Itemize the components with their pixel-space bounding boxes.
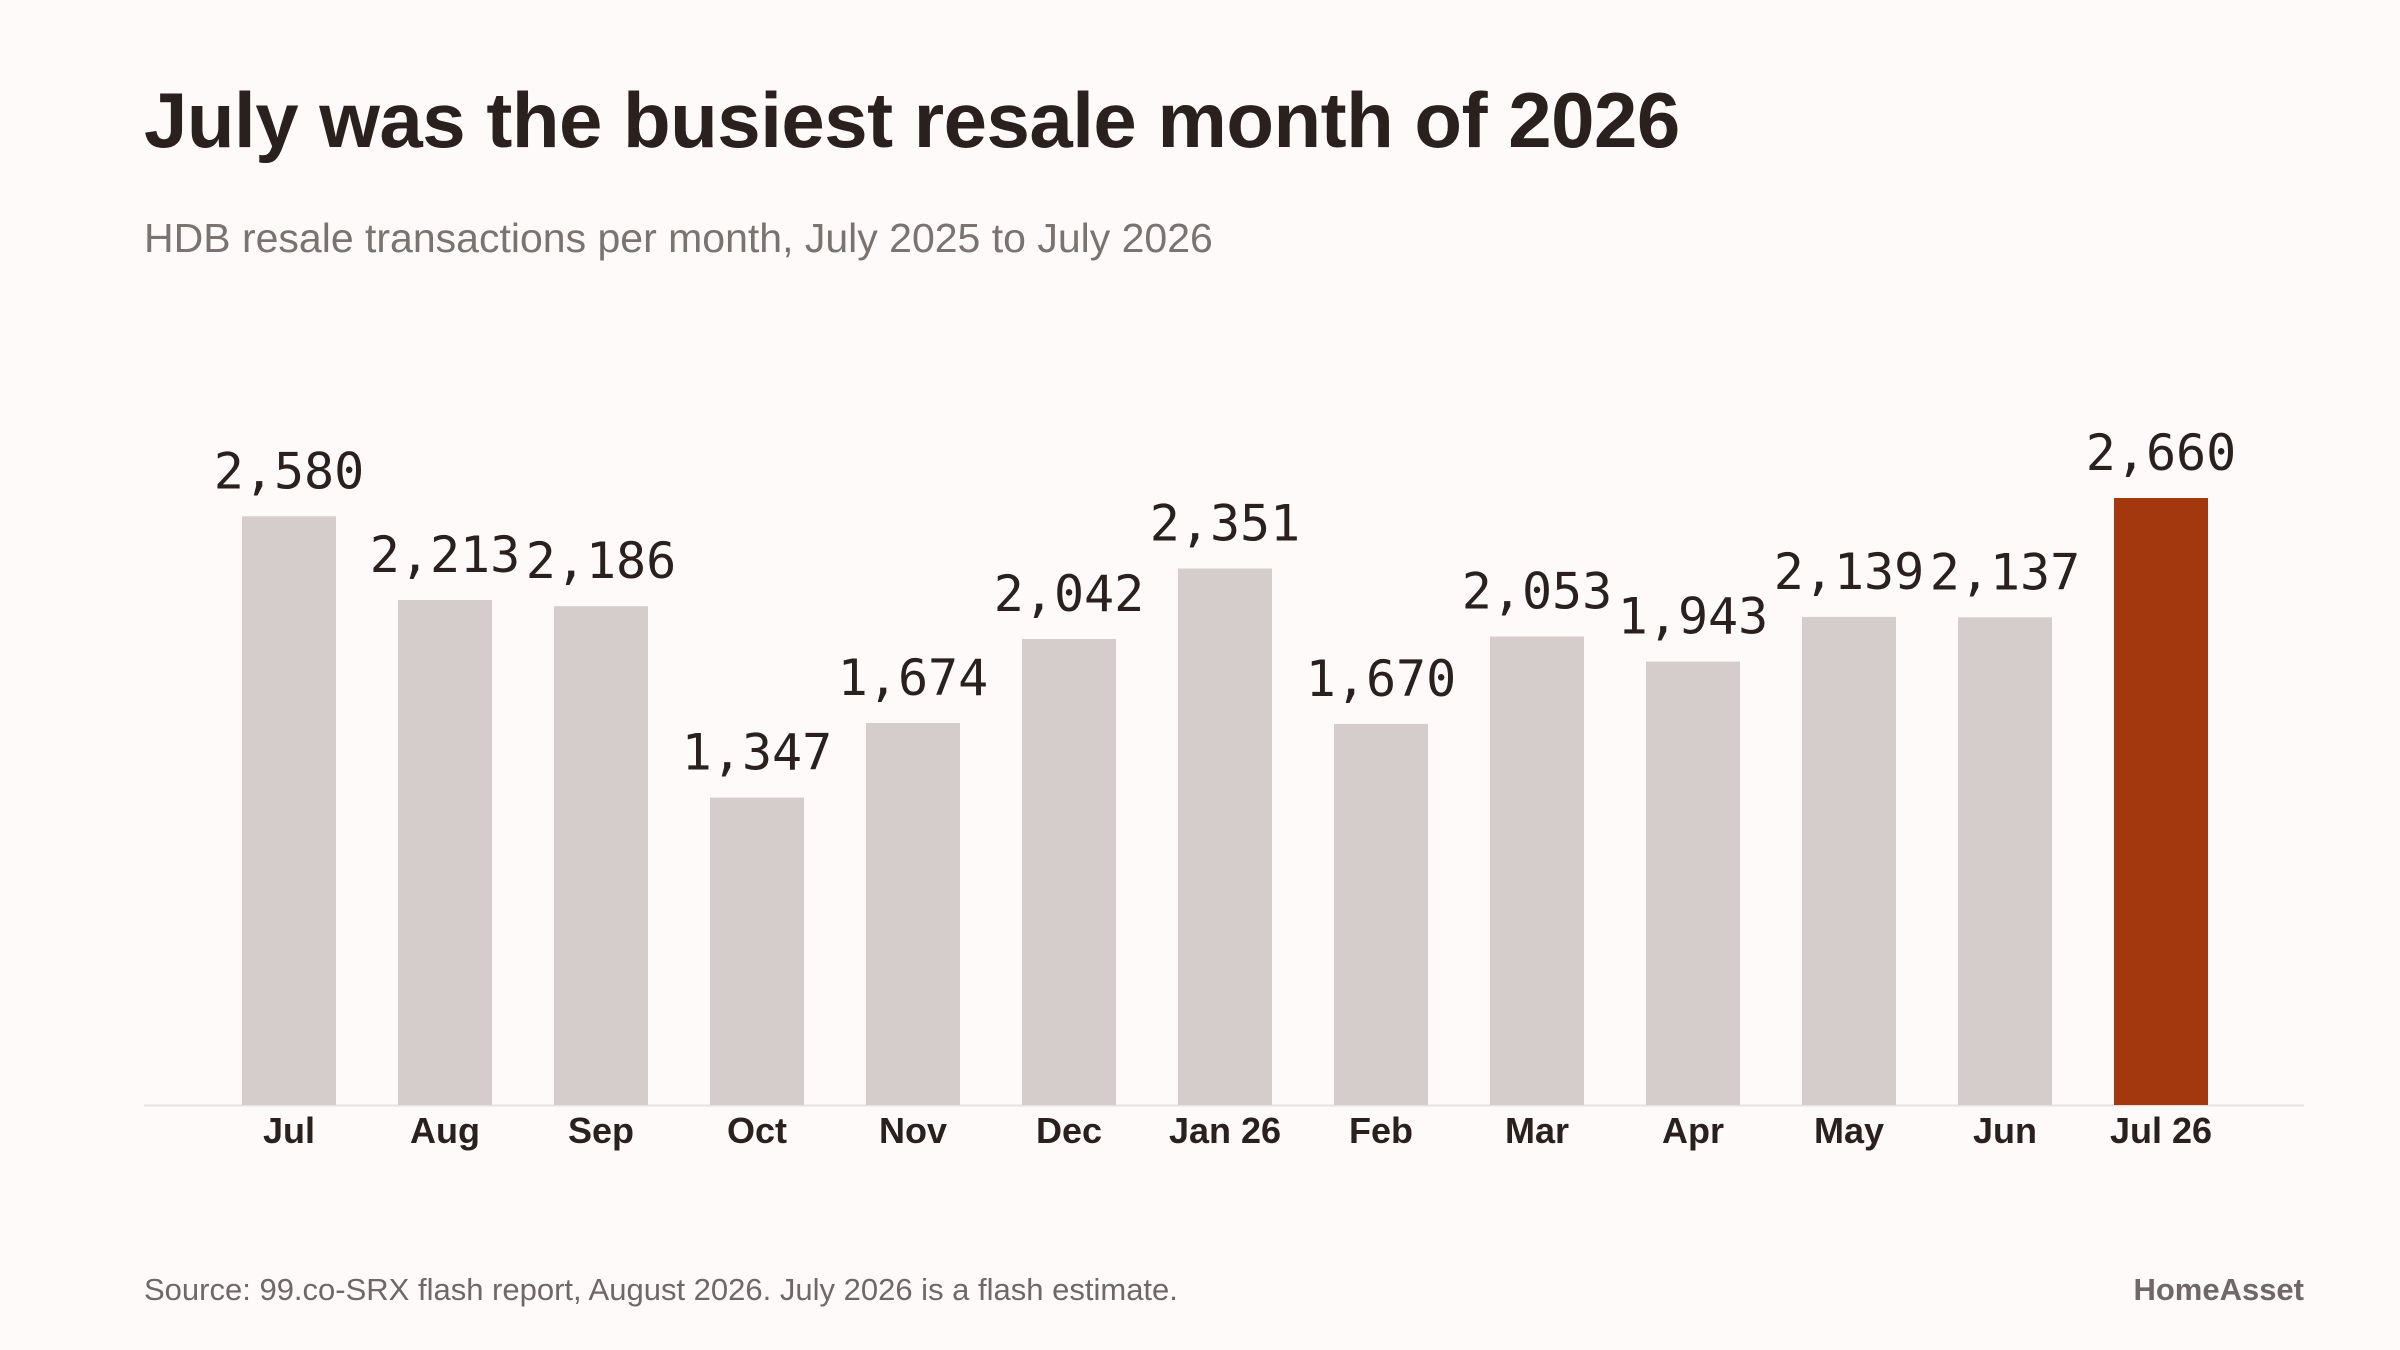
bar-value-label: 2,580 [214,442,365,500]
bar-value-label: 1,674 [838,649,989,707]
bar [866,723,960,1105]
bar [1178,568,1272,1105]
x-tick-label: Mar [1505,1110,1569,1151]
bar [1958,617,2052,1105]
brand-logo: HomeAsset [2133,1272,2304,1307]
bar [1490,636,1584,1105]
x-tick-label: Feb [1349,1110,1413,1151]
bar [1334,723,1428,1105]
chart-title: July was the busiest resale month of 202… [144,76,1680,164]
bar [710,797,804,1105]
bar [1646,661,1740,1105]
x-tick-label: Sep [568,1110,634,1151]
source-note: Source: 99.co-SRX flash report, August 2… [144,1272,1178,1307]
bar-highlight [2114,498,2208,1105]
bar-value-label: 2,351 [1150,495,1301,553]
x-tick-label: Apr [1662,1110,1724,1151]
bar-value-label: 2,186 [526,532,677,590]
bar-value-label: 2,137 [1930,543,2081,601]
bar-value-label: 2,139 [1774,543,1925,601]
bar [554,606,648,1105]
bar-value-label: 2,042 [994,565,1145,623]
bar [398,600,492,1105]
x-tick-label: Oct [727,1110,787,1151]
bar-value-label: 2,660 [2086,424,2237,482]
bar [1022,639,1116,1105]
bar-value-label: 2,053 [1462,563,1613,621]
x-tick-label: Jul [263,1110,315,1151]
bar-value-label: 1,943 [1618,588,1769,646]
bar-value-label: 2,213 [370,526,521,584]
x-tick-label: Dec [1036,1110,1102,1151]
x-tick-label: May [1814,1110,1884,1151]
x-tick-label: Jan 26 [1169,1110,1281,1151]
x-tick-label: Nov [879,1110,947,1151]
x-tick-label: Jun [1973,1110,2037,1151]
x-tick-label: Jul 26 [2110,1110,2212,1151]
chart-subtitle: HDB resale transactions per month, July … [144,215,1213,261]
bar-value-label: 1,347 [682,724,833,782]
bar-value-label: 1,670 [1306,650,1457,708]
bar [1802,616,1896,1105]
bar [242,516,336,1105]
x-tick-label: Aug [410,1110,480,1151]
